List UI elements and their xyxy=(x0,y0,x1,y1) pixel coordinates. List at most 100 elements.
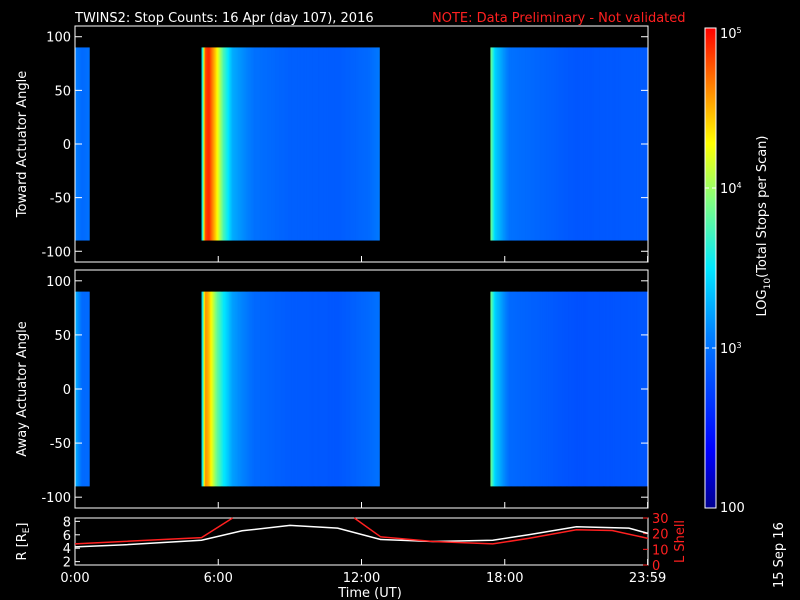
heatmap-cell xyxy=(620,291,623,487)
heatmap-cell xyxy=(615,291,618,487)
heatmap-cell xyxy=(255,291,257,487)
heatmap-cell xyxy=(373,47,376,241)
heatmap-cell xyxy=(569,47,571,241)
heatmap-cell xyxy=(609,47,612,241)
heatmap-cell xyxy=(343,291,346,487)
heatmap-cell xyxy=(559,47,562,241)
heatmap-cell xyxy=(551,291,553,487)
panel-frame xyxy=(74,517,649,566)
heatmap-cell xyxy=(613,47,615,241)
heatmap-cell xyxy=(264,47,267,241)
heatmap-cell xyxy=(519,47,521,241)
heatmap-cell xyxy=(550,47,552,241)
heatmap-cell xyxy=(201,47,204,241)
heatmap-cell xyxy=(568,47,570,241)
heatmap-cell xyxy=(355,47,358,241)
x-axis-label: Time (UT) xyxy=(337,586,402,600)
heatmap-cell xyxy=(600,291,602,487)
heatmap-cell xyxy=(626,291,629,487)
away-panel: 100 50 0 -50 -100 Away Actuator Angle xyxy=(15,269,649,509)
heatmap-cell xyxy=(239,47,242,241)
heatmap-cell xyxy=(214,291,217,487)
heatmap-cell xyxy=(575,291,577,487)
heatmap-cell xyxy=(326,47,329,241)
heatmap-cell xyxy=(232,291,235,487)
y-axis-label: Away Actuator Angle xyxy=(15,321,30,456)
heatmap-cell xyxy=(298,47,300,241)
heatmap-cell xyxy=(540,291,543,487)
heatmap-cell xyxy=(552,291,555,487)
heatmap-cell xyxy=(306,47,309,241)
heatmap-cell xyxy=(245,47,248,241)
heatmap-cell xyxy=(509,291,512,487)
heatmap-cell xyxy=(579,47,582,241)
heatmap-cell xyxy=(510,47,513,241)
y-tick-label: -50 xyxy=(50,437,71,452)
heatmap-cell xyxy=(242,291,244,487)
heatmap-cell xyxy=(248,47,250,241)
heatmap-cell xyxy=(282,47,285,241)
heatmap-cell xyxy=(303,291,305,487)
heatmap-cell xyxy=(576,291,578,487)
heatmap-cell xyxy=(347,291,349,487)
heatmap-cell xyxy=(497,47,500,241)
heatmap-cell xyxy=(207,47,210,241)
heatmap-cell xyxy=(523,291,526,487)
heatmap-cell xyxy=(637,47,639,241)
heatmap-cell xyxy=(509,47,512,241)
heatmap-cell xyxy=(527,291,530,487)
heatmap-cell xyxy=(224,47,226,241)
heatmap-cell xyxy=(231,291,233,487)
radius-line xyxy=(74,524,649,548)
heatmap-cell xyxy=(274,291,276,487)
x-tick-label: 6:00 xyxy=(204,571,233,586)
heatmap-cell xyxy=(373,291,376,487)
heatmap-cell xyxy=(507,291,509,487)
heatmap-cell xyxy=(374,47,377,241)
heatmap-cell xyxy=(378,47,380,241)
heatmap-cell xyxy=(221,291,224,487)
heatmap-cell xyxy=(371,47,373,241)
heatmap-cell xyxy=(258,291,261,487)
heatmap-cell xyxy=(356,47,359,241)
heatmap-cell xyxy=(211,291,213,487)
heatmap-cell xyxy=(550,291,552,487)
heatmap-cell xyxy=(260,47,262,241)
heatmap-cell xyxy=(221,47,224,241)
heatmap-cell xyxy=(345,47,348,241)
heatmap-cell xyxy=(538,291,540,487)
heatmap-cell xyxy=(605,47,607,241)
heatmap-cell xyxy=(291,47,293,241)
heatmap-cell xyxy=(372,291,374,487)
heatmap-cell xyxy=(553,291,556,487)
heatmap-cell xyxy=(627,291,630,487)
heatmap-cell xyxy=(548,47,551,241)
date-stamp: 15 Sep 16 xyxy=(772,522,787,588)
heatmap-cell xyxy=(607,47,609,241)
heatmap-cell xyxy=(295,47,298,241)
heatmap-cell xyxy=(84,47,87,241)
lshell-line xyxy=(353,517,649,545)
heatmap-cell xyxy=(225,291,227,487)
heatmap-cell xyxy=(203,291,206,487)
heatmap-cell xyxy=(83,291,85,487)
heatmap-cell xyxy=(526,291,528,487)
heatmap-cell xyxy=(565,291,568,487)
heatmap-cell xyxy=(319,291,322,487)
heatmap-cell xyxy=(377,291,379,487)
colorbar-tick-label: 104 xyxy=(720,181,742,197)
heatmap-cell xyxy=(334,47,336,241)
heatmap-cell xyxy=(343,47,346,241)
r-tick-label: 6 xyxy=(63,529,71,544)
heatmap-cell xyxy=(630,291,632,487)
heatmap-cell xyxy=(234,291,237,487)
heatmap-cell xyxy=(528,291,531,487)
heatmap-cell xyxy=(350,47,353,241)
heatmap-cell xyxy=(591,47,594,241)
heatmap-cell xyxy=(610,291,613,487)
heatmap-cell xyxy=(252,47,255,241)
heatmap-cell xyxy=(587,47,589,241)
heatmap-cell xyxy=(88,47,90,241)
heatmap-cell xyxy=(535,291,538,487)
heatmap-cell xyxy=(300,47,303,241)
